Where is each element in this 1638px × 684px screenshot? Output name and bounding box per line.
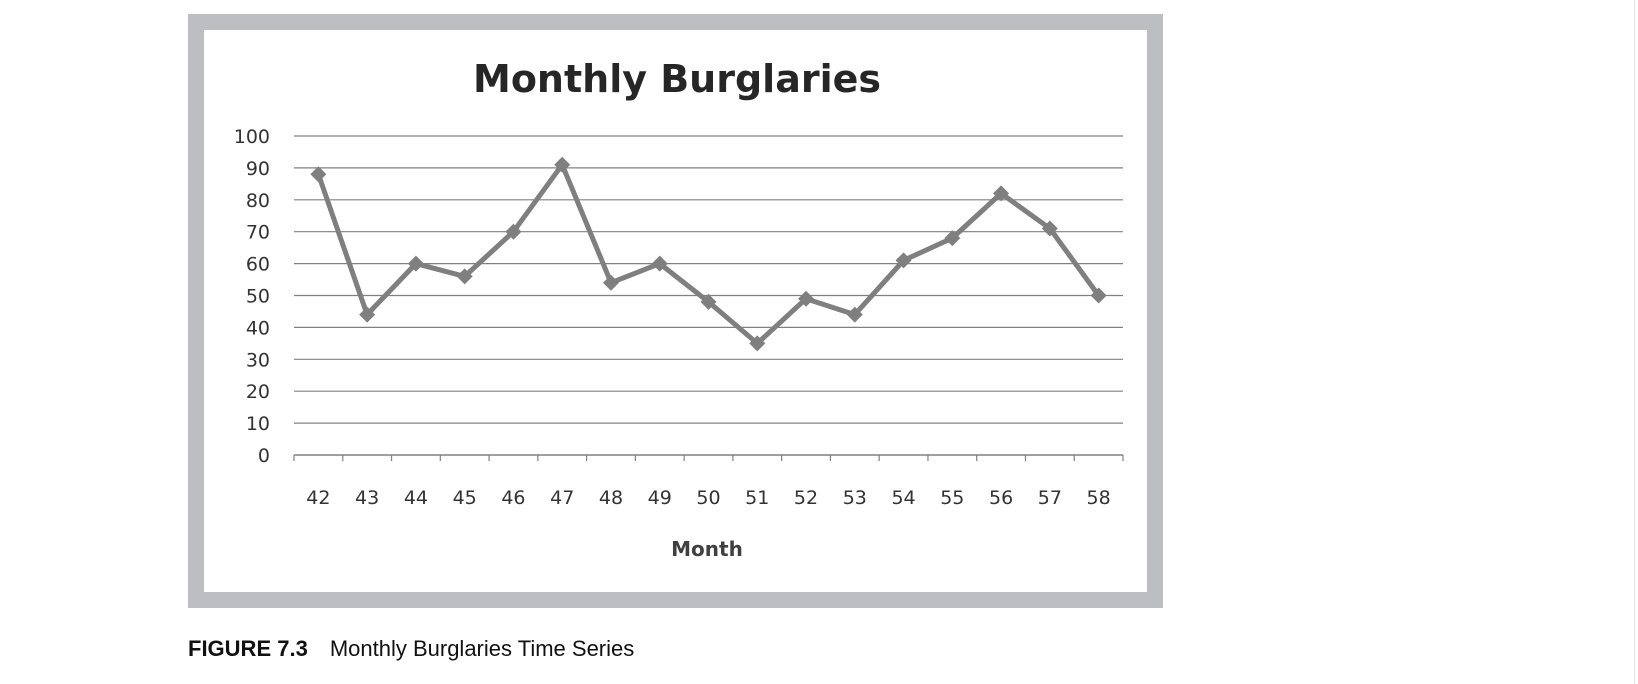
- data-point-marker: [359, 306, 376, 323]
- page-edge-rule: [1634, 0, 1635, 684]
- series-layer: [310, 156, 1107, 352]
- plot-background: [204, 30, 1147, 592]
- x-tick-label: 48: [599, 487, 623, 509]
- data-point-marker: [1090, 287, 1107, 304]
- y-tick-label: 10: [246, 413, 270, 435]
- gridlines: [294, 135, 1123, 424]
- x-tick-label: 56: [989, 487, 1013, 509]
- x-axis: [293, 454, 1124, 461]
- data-point-marker: [456, 268, 473, 285]
- y-tick-label: 90: [246, 158, 270, 180]
- x-tick-label: 49: [648, 487, 672, 509]
- data-point-marker: [407, 255, 424, 272]
- data-point-marker: [993, 185, 1010, 202]
- x-tick-label: 42: [306, 487, 330, 509]
- data-point-marker: [798, 290, 815, 307]
- x-tick-label: 51: [745, 487, 769, 509]
- x-tick-label: 50: [696, 487, 720, 509]
- data-point-marker: [749, 335, 766, 352]
- y-tick-label: 60: [246, 254, 270, 276]
- data-point-marker: [554, 156, 571, 173]
- figure-label: FIGURE 7.3: [188, 636, 308, 661]
- y-tick-label: 70: [246, 222, 270, 244]
- y-tick-label: 0: [258, 445, 270, 467]
- y-tick-label: 50: [246, 286, 270, 308]
- data-point-marker: [602, 274, 619, 291]
- data-point-marker: [895, 252, 912, 269]
- line-chart: Monthly Burglaries 0 10 20 30 40 50 60 70 80 90 10…: [204, 30, 1147, 592]
- data-point-marker: [700, 293, 717, 310]
- x-axis-label: Month: [671, 537, 743, 561]
- x-tick-label: 55: [940, 487, 964, 509]
- chart-title: Monthly Burglaries: [473, 57, 881, 101]
- x-tick-label: 57: [1038, 487, 1062, 509]
- x-tick-label: 47: [550, 487, 574, 509]
- y-axis-ticks: 0 10 20 30 40 50 60 70 80 90 100: [234, 126, 270, 467]
- data-point-marker: [1041, 220, 1058, 237]
- data-point-marker: [846, 306, 863, 323]
- x-tick-label: 44: [404, 487, 428, 509]
- x-axis-ticks: 42 43 44 45 46 47 48 49 50 51 52 53 54 55 56 57 58: [306, 487, 1110, 509]
- data-point-marker: [651, 255, 668, 272]
- y-tick-label: 40: [246, 317, 270, 339]
- x-tick-label: 46: [501, 487, 525, 509]
- data-point-marker: [505, 223, 522, 240]
- x-tick-label: 45: [453, 487, 477, 509]
- y-tick-label: 80: [246, 190, 270, 212]
- y-tick-label: 100: [234, 126, 270, 148]
- x-tick-label: 54: [891, 487, 915, 509]
- y-tick-label: 30: [246, 349, 270, 371]
- x-tick-label: 43: [355, 487, 379, 509]
- x-tick-label: 53: [843, 487, 867, 509]
- data-point-marker: [944, 230, 961, 247]
- y-tick-label: 20: [246, 381, 270, 403]
- figure-caption-text: Monthly Burglaries Time Series: [329, 636, 635, 661]
- figure-caption: FIGURE 7.3 Monthly Burglaries Time Series: [188, 636, 634, 662]
- data-point-marker: [310, 166, 327, 183]
- chart-frame: Monthly Burglaries 0 10 20 30 40 50 60 70 80 90 10…: [188, 14, 1163, 608]
- x-tick-label: 52: [794, 487, 818, 509]
- x-tick-label: 58: [1087, 487, 1111, 509]
